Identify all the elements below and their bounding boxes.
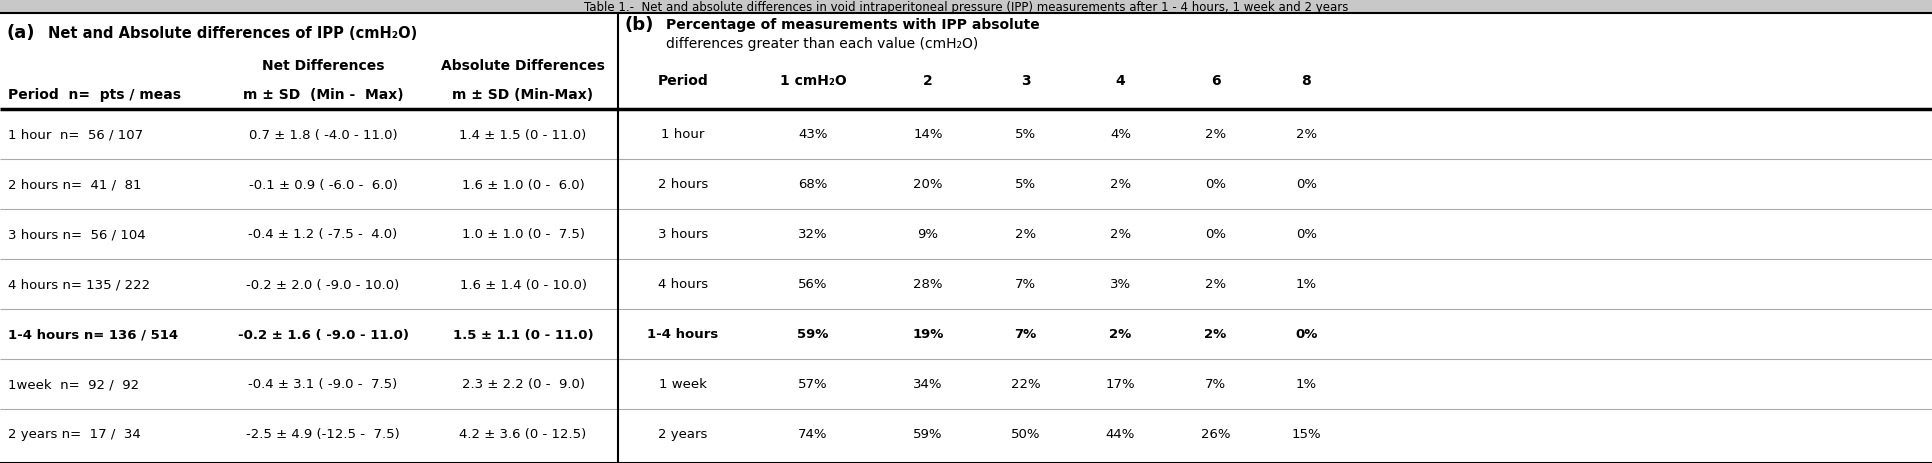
Text: Net and Absolute differences of IPP (cmH₂O): Net and Absolute differences of IPP (cmH… <box>48 25 417 40</box>
Text: 43%: 43% <box>798 128 827 141</box>
Text: 1 hour  n=  56 / 107: 1 hour n= 56 / 107 <box>8 128 143 141</box>
Text: (a): (a) <box>6 24 35 42</box>
Text: 59%: 59% <box>798 328 829 341</box>
Text: (b): (b) <box>624 16 653 33</box>
Text: 1.6 ± 1.4 (0 - 10.0): 1.6 ± 1.4 (0 - 10.0) <box>460 278 587 291</box>
Text: 2 hours n=  41 /  81: 2 hours n= 41 / 81 <box>8 178 141 191</box>
Text: Net Differences: Net Differences <box>261 59 384 73</box>
Text: 4 hours n= 135 / 222: 4 hours n= 135 / 222 <box>8 278 151 291</box>
Text: 2%: 2% <box>1014 228 1036 241</box>
Text: 2%: 2% <box>1111 228 1130 241</box>
Text: 8: 8 <box>1302 74 1312 88</box>
Text: 2 years n=  17 /  34: 2 years n= 17 / 34 <box>8 427 141 441</box>
Text: 17%: 17% <box>1105 378 1136 391</box>
Text: 2%: 2% <box>1111 178 1130 191</box>
Text: 4.2 ± 3.6 (0 - 12.5): 4.2 ± 3.6 (0 - 12.5) <box>460 427 587 441</box>
Text: 1.6 ± 1.0 (0 -  6.0): 1.6 ± 1.0 (0 - 6.0) <box>462 178 583 191</box>
Text: 5%: 5% <box>1014 178 1036 191</box>
Text: -0.2 ± 1.6 ( -9.0 - 11.0): -0.2 ± 1.6 ( -9.0 - 11.0) <box>238 328 408 341</box>
Text: -2.5 ± 4.9 (-12.5 -  7.5): -2.5 ± 4.9 (-12.5 - 7.5) <box>245 427 400 441</box>
Text: 1 week: 1 week <box>659 378 707 391</box>
Text: 68%: 68% <box>798 178 827 191</box>
Text: m ± SD  (Min -  Max): m ± SD (Min - Max) <box>243 88 404 102</box>
Text: Period  n=  pts / meas: Period n= pts / meas <box>8 88 182 102</box>
Text: 7%: 7% <box>1206 378 1227 391</box>
Text: 1 cmH₂O: 1 cmH₂O <box>781 74 846 88</box>
Text: 4: 4 <box>1115 74 1124 88</box>
Text: 1week  n=  92 /  92: 1week n= 92 / 92 <box>8 378 139 391</box>
Text: 0%: 0% <box>1206 228 1227 241</box>
Text: 59%: 59% <box>914 427 943 441</box>
Text: 1-4 hours: 1-4 hours <box>647 328 719 341</box>
Text: 32%: 32% <box>798 228 827 241</box>
Text: 57%: 57% <box>798 378 827 391</box>
Text: 50%: 50% <box>1010 427 1039 441</box>
Text: 14%: 14% <box>914 128 943 141</box>
Text: 2%: 2% <box>1206 128 1227 141</box>
Text: 4 hours: 4 hours <box>659 278 707 291</box>
Text: 1%: 1% <box>1296 378 1318 391</box>
Text: 9%: 9% <box>918 228 939 241</box>
Text: 1-4 hours n= 136 / 514: 1-4 hours n= 136 / 514 <box>8 328 178 341</box>
Text: 20%: 20% <box>914 178 943 191</box>
Text: 3: 3 <box>1020 74 1030 88</box>
Text: Period: Period <box>657 74 709 88</box>
Text: 28%: 28% <box>914 278 943 291</box>
Text: -0.1 ± 0.9 ( -6.0 -  6.0): -0.1 ± 0.9 ( -6.0 - 6.0) <box>249 178 398 191</box>
Text: 0%: 0% <box>1206 178 1227 191</box>
Text: 2 hours: 2 hours <box>659 178 709 191</box>
Text: 7%: 7% <box>1014 328 1037 341</box>
Text: m ± SD (Min-Max): m ± SD (Min-Max) <box>452 88 593 102</box>
Text: 15%: 15% <box>1293 427 1321 441</box>
Text: 6: 6 <box>1211 74 1221 88</box>
Text: 0%: 0% <box>1294 328 1318 341</box>
Text: 0%: 0% <box>1296 178 1318 191</box>
Text: 1 hour: 1 hour <box>661 128 705 141</box>
Text: 22%: 22% <box>1010 378 1039 391</box>
Text: Absolute Differences: Absolute Differences <box>440 59 605 73</box>
Text: 1.0 ± 1.0 (0 -  7.5): 1.0 ± 1.0 (0 - 7.5) <box>462 228 585 241</box>
Text: 1%: 1% <box>1296 278 1318 291</box>
Text: 2 years: 2 years <box>659 427 707 441</box>
Text: 5%: 5% <box>1014 128 1036 141</box>
Text: 7%: 7% <box>1014 278 1036 291</box>
Bar <box>0 0 1932 14</box>
Text: 2%: 2% <box>1109 328 1132 341</box>
Text: -0.2 ± 2.0 ( -9.0 - 10.0): -0.2 ± 2.0 ( -9.0 - 10.0) <box>247 278 400 291</box>
Text: 0.7 ± 1.8 ( -4.0 - 11.0): 0.7 ± 1.8 ( -4.0 - 11.0) <box>249 128 398 141</box>
Text: Table 1.-  Net and absolute differences in void intraperitoneal pressure (IPP) m: Table 1.- Net and absolute differences i… <box>583 0 1349 13</box>
Text: 74%: 74% <box>798 427 827 441</box>
Text: 56%: 56% <box>798 278 827 291</box>
Text: 34%: 34% <box>914 378 943 391</box>
Text: 3 hours: 3 hours <box>659 228 709 241</box>
Text: 3 hours n=  56 / 104: 3 hours n= 56 / 104 <box>8 228 145 241</box>
Text: 1.5 ± 1.1 (0 - 11.0): 1.5 ± 1.1 (0 - 11.0) <box>452 328 593 341</box>
Text: differences greater than each value (cmH₂O): differences greater than each value (cmH… <box>667 37 978 50</box>
Text: -0.4 ± 1.2 ( -7.5 -  4.0): -0.4 ± 1.2 ( -7.5 - 4.0) <box>249 228 398 241</box>
Text: 2: 2 <box>923 74 933 88</box>
Text: 26%: 26% <box>1202 427 1231 441</box>
Text: -0.4 ± 3.1 ( -9.0 -  7.5): -0.4 ± 3.1 ( -9.0 - 7.5) <box>249 378 398 391</box>
Text: 1.4 ± 1.5 (0 - 11.0): 1.4 ± 1.5 (0 - 11.0) <box>460 128 587 141</box>
Text: 2.3 ± 2.2 (0 -  9.0): 2.3 ± 2.2 (0 - 9.0) <box>462 378 585 391</box>
Text: 2%: 2% <box>1204 328 1227 341</box>
Text: 19%: 19% <box>912 328 943 341</box>
Text: 3%: 3% <box>1111 278 1130 291</box>
Text: 44%: 44% <box>1105 427 1136 441</box>
Text: Percentage of measurements with IPP absolute: Percentage of measurements with IPP abso… <box>667 18 1039 31</box>
Text: 2%: 2% <box>1296 128 1318 141</box>
Text: 4%: 4% <box>1111 128 1130 141</box>
Text: 0%: 0% <box>1296 228 1318 241</box>
Text: 2%: 2% <box>1206 278 1227 291</box>
